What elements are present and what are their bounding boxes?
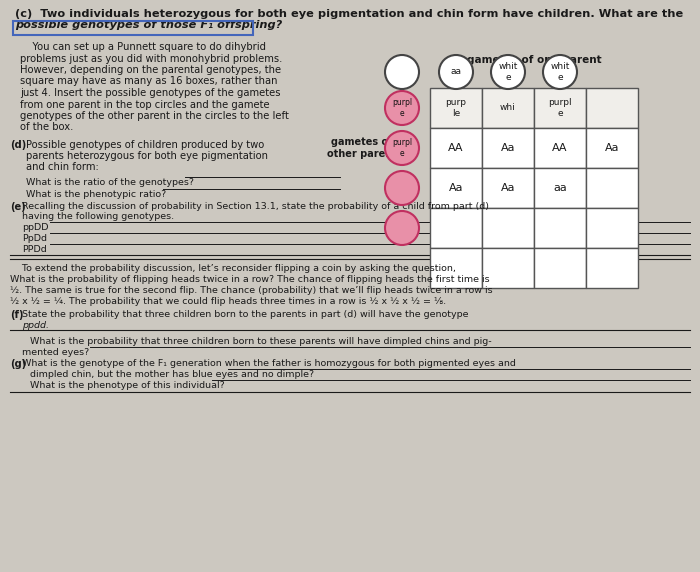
Circle shape (385, 91, 419, 125)
Bar (586, 248, 638, 288)
Text: However, depending on the parental genotypes, the: However, depending on the parental genot… (20, 65, 281, 75)
Bar (482, 168, 534, 208)
Text: purp
le: purp le (445, 98, 466, 118)
Text: aa: aa (553, 183, 567, 193)
Text: What is the phenotypic ratio?: What is the phenotypic ratio? (26, 190, 167, 199)
Bar (482, 88, 534, 128)
Text: genotypes of the other parent in the circles to the left: genotypes of the other parent in the cir… (20, 111, 289, 121)
Bar (430, 128, 482, 168)
Text: problems just as you did with monohybrid problems.: problems just as you did with monohybrid… (20, 54, 282, 63)
Bar (534, 88, 586, 128)
Text: of the box.: of the box. (20, 122, 74, 133)
Text: Recalling the discussion of probability in Section 13.1, state the probability o: Recalling the discussion of probability … (22, 202, 489, 211)
Bar (534, 128, 586, 168)
Bar (586, 88, 638, 128)
Text: AA: AA (448, 143, 463, 153)
Bar (430, 248, 482, 288)
Text: Aa: Aa (500, 143, 515, 153)
Text: Aa: Aa (605, 143, 620, 153)
Text: whit
e: whit e (498, 62, 518, 82)
Text: just 4. Insert the possible genotypes of the gametes: just 4. Insert the possible genotypes of… (20, 88, 281, 98)
Text: dimpled chin, but the mother has blue eyes and no dimple?: dimpled chin, but the mother has blue ey… (30, 370, 314, 379)
Text: (f): (f) (10, 310, 24, 320)
Text: gametes of one parent: gametes of one parent (467, 55, 601, 65)
Text: possible genotypes of those F₁ offspring?: possible genotypes of those F₁ offspring… (15, 20, 282, 30)
Text: mented eyes?: mented eyes? (22, 348, 90, 357)
Circle shape (385, 171, 419, 205)
Text: square may have as many as 16 boxes, rather than: square may have as many as 16 boxes, rat… (20, 77, 277, 86)
Bar (430, 168, 482, 208)
Text: whi: whi (500, 104, 516, 113)
Text: purpl
e: purpl e (392, 98, 412, 118)
Text: aa: aa (451, 67, 461, 77)
Bar (482, 208, 534, 248)
Circle shape (385, 55, 419, 89)
Text: PPDd: PPDd (22, 245, 47, 254)
Circle shape (385, 211, 419, 245)
Text: whit
e: whit e (550, 62, 570, 82)
Text: ½ x ½ = ¼. The probability that we could flip heads three times in a row is ½ x : ½ x ½ = ¼. The probability that we could… (10, 297, 446, 306)
Bar (586, 168, 638, 208)
Circle shape (543, 55, 577, 89)
Text: What is the ratio of the genotypes?: What is the ratio of the genotypes? (26, 178, 194, 187)
Text: from one parent in the top circles and the gamete: from one parent in the top circles and t… (20, 100, 270, 109)
Text: What is the genotype of the F₁ generation when the father is homozygous for both: What is the genotype of the F₁ generatio… (22, 359, 516, 368)
Text: Aa: Aa (449, 183, 463, 193)
Bar (534, 208, 586, 248)
Text: AA: AA (552, 143, 568, 153)
Text: ppdd.: ppdd. (22, 321, 49, 330)
Text: having the following genotypes.: having the following genotypes. (22, 212, 174, 221)
Circle shape (385, 131, 419, 165)
Text: Aa: Aa (500, 183, 515, 193)
Text: (g): (g) (10, 359, 27, 369)
Text: (e): (e) (10, 202, 26, 212)
Bar (482, 128, 534, 168)
Text: parents heterozygous for both eye pigmentation: parents heterozygous for both eye pigmen… (26, 151, 268, 161)
Text: What is the probability of flipping heads twice in a row? The chance of flipping: What is the probability of flipping head… (10, 275, 489, 284)
Text: ppDD: ppDD (22, 223, 48, 232)
Text: State the probability that three children born to the parents in part (d) will h: State the probability that three childre… (22, 310, 468, 319)
Circle shape (439, 55, 473, 89)
Text: Possible genotypes of children produced by two: Possible genotypes of children produced … (26, 140, 265, 150)
Text: PpDd: PpDd (22, 234, 47, 243)
Circle shape (491, 55, 525, 89)
Text: and chin form:: and chin form: (26, 162, 99, 172)
Text: What is the phenotype of this individual?: What is the phenotype of this individual… (30, 381, 225, 390)
Bar (534, 168, 586, 208)
Bar (430, 88, 482, 128)
Text: What is the probability that three children born to these parents will have dimp: What is the probability that three child… (30, 337, 491, 346)
Text: gametes of
other parent: gametes of other parent (327, 137, 397, 159)
Bar (534, 248, 586, 288)
Bar (430, 208, 482, 248)
Text: To extend the probability discussion, let’s reconsider flipping a coin by asking: To extend the probability discussion, le… (10, 264, 456, 273)
Text: You can set up a Punnett square to do dihybrid: You can set up a Punnett square to do di… (20, 42, 266, 52)
Text: (c)  Two individuals heterozygous for both eye pigmentation and chin form have c: (c) Two individuals heterozygous for bot… (15, 9, 683, 19)
Text: purpl
e: purpl e (392, 138, 412, 158)
Text: ½. The same is true for the second flip. The chance (probability) that we’ll fli: ½. The same is true for the second flip.… (10, 286, 493, 295)
Text: (d): (d) (10, 140, 27, 150)
Bar (482, 248, 534, 288)
Text: purpl
e: purpl e (548, 98, 572, 118)
Bar (586, 208, 638, 248)
Bar (586, 128, 638, 168)
